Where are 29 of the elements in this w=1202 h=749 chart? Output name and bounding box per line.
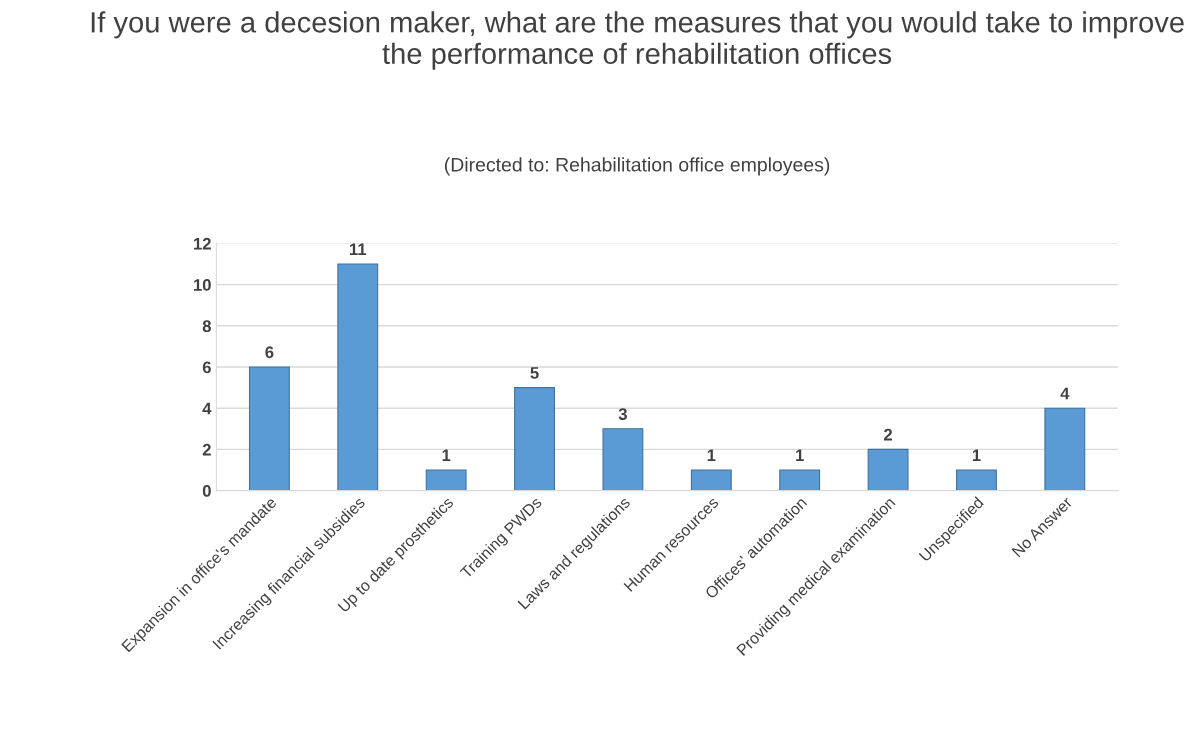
y-tick-label: 10 (194, 279, 211, 291)
y-tick-label: 8 (202, 320, 211, 333)
bar (956, 469, 997, 491)
bar (425, 469, 467, 491)
bar (779, 469, 821, 491)
bar (602, 428, 644, 491)
data-label: 6 (265, 346, 274, 359)
data-label: 5 (530, 367, 539, 379)
data-label: 3 (618, 408, 627, 420)
data-label: 1 (972, 449, 981, 461)
bar (514, 387, 555, 491)
data-label: 1 (796, 449, 804, 461)
y-tick-label: 12 (194, 237, 211, 250)
chart-subtitle: (Directed to: Rehabilitation office employees) (444, 157, 830, 176)
y-tick-label: 6 (202, 361, 211, 374)
data-label: 4 (1060, 387, 1070, 400)
bar (337, 263, 379, 491)
y-tick-label: 2 (202, 443, 211, 456)
bar (1044, 407, 1086, 491)
data-label: 1 (707, 449, 716, 461)
data-label: 1 (442, 449, 451, 461)
bar (867, 448, 909, 491)
chart-title: If you were a decesion maker, what are the measures that you would take to improve the performance of rehabilitation offices (91, 11, 1184, 70)
y-tick-label: 0 (202, 485, 211, 497)
data-label: 11 (350, 243, 367, 256)
y-tick-label: 4 (202, 402, 212, 415)
bar (248, 366, 290, 491)
data-label: 2 (884, 428, 893, 441)
bar (690, 469, 732, 491)
